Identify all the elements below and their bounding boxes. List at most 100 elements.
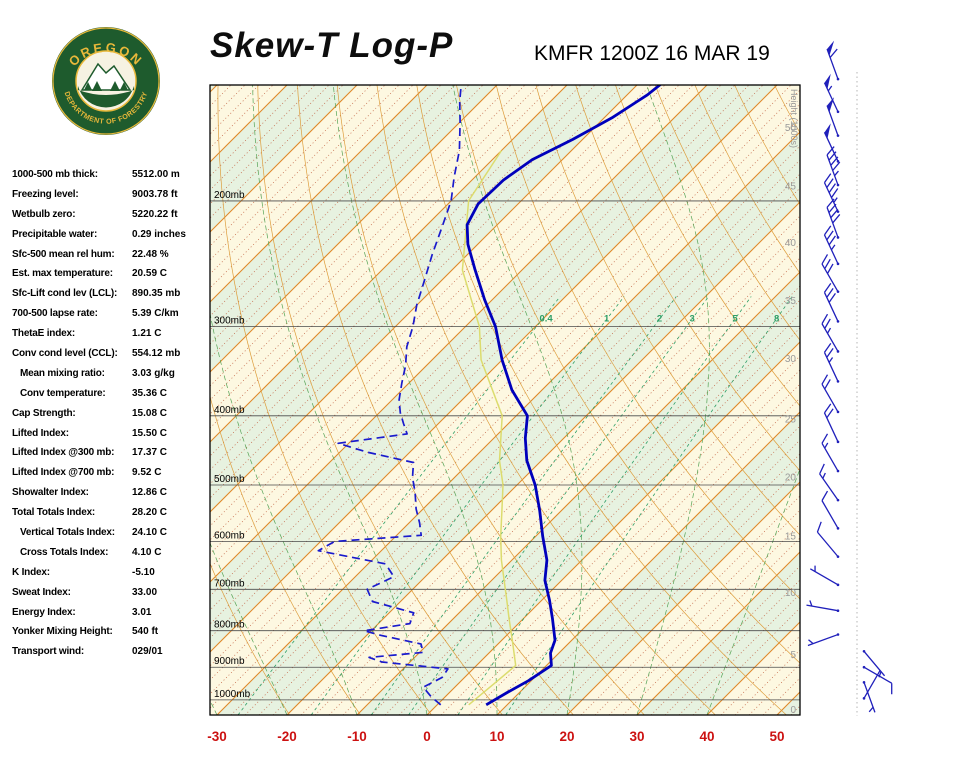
index-value: 17.37 C <box>130 447 168 459</box>
wetbulb-trace <box>461 150 517 706</box>
index-value: 24.10 C <box>130 527 168 539</box>
wind-barb <box>823 123 840 163</box>
wind-barb <box>823 225 840 266</box>
dry-adiabat <box>694 85 800 274</box>
height-mark: 40 <box>785 238 797 249</box>
dry-adiabat <box>615 85 800 407</box>
isotherm-minor <box>300 215 800 715</box>
mixing-ratio-line <box>457 296 752 715</box>
wind-barb <box>823 173 840 213</box>
height-mark: 15 <box>785 531 797 542</box>
index-row: Freezing level: 9003.78 ft <box>12 186 212 206</box>
temp-axis-label: 40 <box>699 729 714 744</box>
isotherm-minor <box>210 85 680 555</box>
height-mark: 5 <box>790 650 796 661</box>
pressure-label: 800mb <box>214 620 245 631</box>
index-label: Sfc-Lift cond lev (LCL): <box>12 288 118 300</box>
index-label: 700-500 lapse rate: <box>12 308 98 320</box>
height-axis-title: Height (1000s) <box>789 89 799 148</box>
wind-barb <box>816 521 840 558</box>
isotherm-minor <box>210 85 624 499</box>
isotherm <box>216 131 800 715</box>
temp-axis-label: -30 <box>207 729 227 744</box>
index-label: Lifted Index @300 mb: <box>12 447 115 459</box>
isotherm <box>210 85 568 443</box>
dry-adiabat <box>654 85 800 341</box>
isotherm <box>210 85 358 233</box>
isotherm-minor <box>210 85 736 611</box>
isotherm-minor <box>210 85 456 331</box>
dry-adiabat <box>535 85 800 536</box>
temp-axis-label: 30 <box>629 729 644 744</box>
wind-barb <box>821 313 840 353</box>
isotherm <box>286 201 800 715</box>
index-row: Vertical Totals Index: 24.10 C <box>12 524 212 544</box>
index-label: Freezing level: <box>12 188 79 200</box>
index-row: Conv temperature: 35.36 C <box>12 385 212 405</box>
moist-adiabat <box>332 85 498 715</box>
index-label: Est. max temperature: <box>12 268 113 280</box>
index-value: 1.21 C <box>130 328 162 340</box>
index-label: Transport wind: <box>12 646 85 658</box>
wind-barb <box>821 374 840 414</box>
dry-adiabat <box>257 85 503 715</box>
isotherm <box>496 411 800 715</box>
isotherm-band <box>777 692 800 715</box>
pressure-label: 900mb <box>214 656 245 667</box>
mixing-ratio-line <box>310 296 625 715</box>
index-label: Conv temperature: <box>20 387 106 399</box>
mixing-ratio-label: 5 <box>732 314 738 325</box>
isotherm-minor <box>210 85 470 345</box>
pressure-label: 600mb <box>214 531 245 542</box>
wind-barb <box>826 40 840 81</box>
index-row: Total Totals Index: 28.20 C <box>12 504 212 524</box>
pressure-label: 200mb <box>214 190 245 201</box>
wind-barb <box>826 97 840 137</box>
isotherm <box>356 271 800 715</box>
logo-mountain-art <box>78 62 134 108</box>
wind-barb <box>809 565 840 587</box>
index-label: Lifted Index @700 mb: <box>12 467 115 479</box>
mixing-ratio-label: 0.4 <box>539 314 553 325</box>
index-value: 20.59 C <box>130 268 168 280</box>
isotherm-minor <box>210 85 596 471</box>
pressure-label: 300mb <box>214 316 245 327</box>
moist-adiabat <box>706 467 800 715</box>
logo-outer-rim <box>52 27 160 135</box>
index-row: Lifted Index @300 mb: 17.37 C <box>12 444 212 464</box>
isotherm <box>776 691 800 715</box>
mixing-ratio-label: 3 <box>689 314 694 325</box>
index-label: Showalter Index: <box>12 487 89 499</box>
wind-barb <box>821 433 840 473</box>
index-value: 540 ft <box>130 626 159 638</box>
wind-barb <box>807 633 840 647</box>
index-value: 554.12 mb <box>130 348 181 360</box>
isotherm-minor <box>210 85 330 205</box>
index-value: 4.10 C <box>130 546 162 558</box>
plot-area <box>210 85 800 715</box>
wind-barb <box>819 463 840 502</box>
index-value: 22.48 % <box>130 248 169 260</box>
isotherm-minor <box>210 85 610 485</box>
isotherm-minor <box>342 257 800 715</box>
pressure-label: 500mb <box>214 474 245 485</box>
index-label: K Index: <box>12 566 50 578</box>
wind-barb <box>821 254 840 293</box>
isotherm-minor <box>210 85 792 667</box>
isotherm-minor <box>210 85 442 317</box>
temperature-trace <box>465 85 663 707</box>
index-label: Cross Totals Index: <box>20 546 109 558</box>
temp-axis-label: -20 <box>277 729 297 744</box>
isotherm-minor <box>210 85 764 639</box>
height-mark: 25 <box>785 415 797 426</box>
index-label: Mean mixing ratio: <box>20 367 105 379</box>
isotherm-minor <box>210 85 666 541</box>
height-mark: 20 <box>785 472 797 483</box>
isotherm-minor <box>384 299 800 715</box>
isotherm-minor <box>258 173 800 715</box>
index-row: Sfc-Lift cond lev (LCL): 890.35 mb <box>12 285 212 305</box>
index-label: ThetaE index: <box>12 328 75 340</box>
index-value: 35.36 C <box>130 387 168 399</box>
temp-axis-label: 20 <box>559 729 574 744</box>
